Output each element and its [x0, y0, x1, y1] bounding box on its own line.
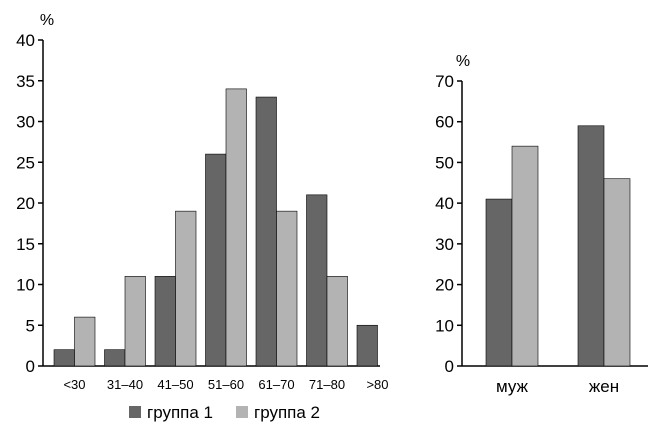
- age-x-tick-label: <30: [63, 377, 85, 392]
- sex-bar-s2-0: [511, 145, 539, 367]
- age-y-tick-label: 10: [16, 276, 35, 295]
- sex-distribution-chart: 0 10 20 30 40 50 60 70% муж жен: [435, 53, 648, 396]
- age-x-tick-label: 41–50: [157, 377, 193, 392]
- age-bar-s2-3: [225, 88, 247, 367]
- sex-bar-s1-0: [485, 198, 513, 367]
- age-bar-s2-2: [175, 210, 197, 367]
- legend: группа 1 группа 2: [129, 403, 320, 422]
- age-bar-s2-0: [74, 316, 96, 367]
- sex-bar-s2-1: [603, 178, 631, 367]
- sex-x-tick-label: муж: [496, 377, 529, 396]
- age-y-tick-label: 30: [16, 113, 35, 132]
- age-y-tick-label: 15: [16, 235, 35, 254]
- legend-swatch-group-1: [129, 406, 141, 418]
- age-y-tick-label: 0: [26, 357, 35, 376]
- age-distribution-chart: 0 5 10 15 20 25 30 35 40% <30 31–40 41–50 51–60 61–70…: [16, 12, 388, 392]
- age-x-tick-label: 71–80: [309, 377, 345, 392]
- age-bar-s1-6: [356, 324, 378, 367]
- sex-y-tick-label: 30: [435, 235, 454, 254]
- age-bar-s1-2: [154, 276, 176, 367]
- age-x-tick-label: >80: [366, 377, 388, 392]
- sex-y-tick-label: 20: [435, 276, 454, 295]
- age-y-tick-label: 40: [16, 31, 35, 50]
- sex-x-tick-label: жен: [589, 377, 619, 396]
- age-x-tick-label: 61–70: [258, 377, 294, 392]
- age-y-tick-label: 20: [16, 194, 35, 213]
- sex-y-tick-label: 10: [435, 316, 454, 335]
- age-bar-s2-5: [326, 276, 348, 367]
- sex-y-tick-label: 50: [435, 153, 454, 172]
- sex-y-tick-label: 40: [435, 194, 454, 213]
- age-y-tick-label: 25: [16, 153, 35, 172]
- age-bar-s1-3: [205, 153, 227, 367]
- age-bar-s1-4: [255, 96, 277, 367]
- sex-y-axis-label: %: [456, 53, 470, 70]
- sex-bar-s1-1: [577, 125, 605, 367]
- age-bar-s1-0: [53, 349, 75, 367]
- age-bar-s2-1: [124, 276, 146, 367]
- legend-label-group-1: группа 1: [147, 403, 213, 422]
- sex-y-tick-label: 0: [445, 357, 454, 376]
- age-bar-s2-4: [276, 210, 298, 367]
- sex-y-tick-label: 70: [435, 72, 454, 91]
- age-y-tick-label: 35: [16, 72, 35, 91]
- age-bar-s1-1: [104, 349, 126, 367]
- age-x-tick-label: 51–60: [208, 377, 244, 392]
- age-y-tick-label: 5: [26, 316, 35, 335]
- legend-label-group-2: группа 2: [254, 403, 320, 422]
- age-x-tick-label: 31–40: [107, 377, 143, 392]
- legend-swatch-group-2: [236, 406, 248, 418]
- age-y-axis-label: %: [40, 12, 54, 29]
- age-bar-s1-5: [306, 194, 328, 367]
- sex-y-tick-label: 60: [435, 113, 454, 132]
